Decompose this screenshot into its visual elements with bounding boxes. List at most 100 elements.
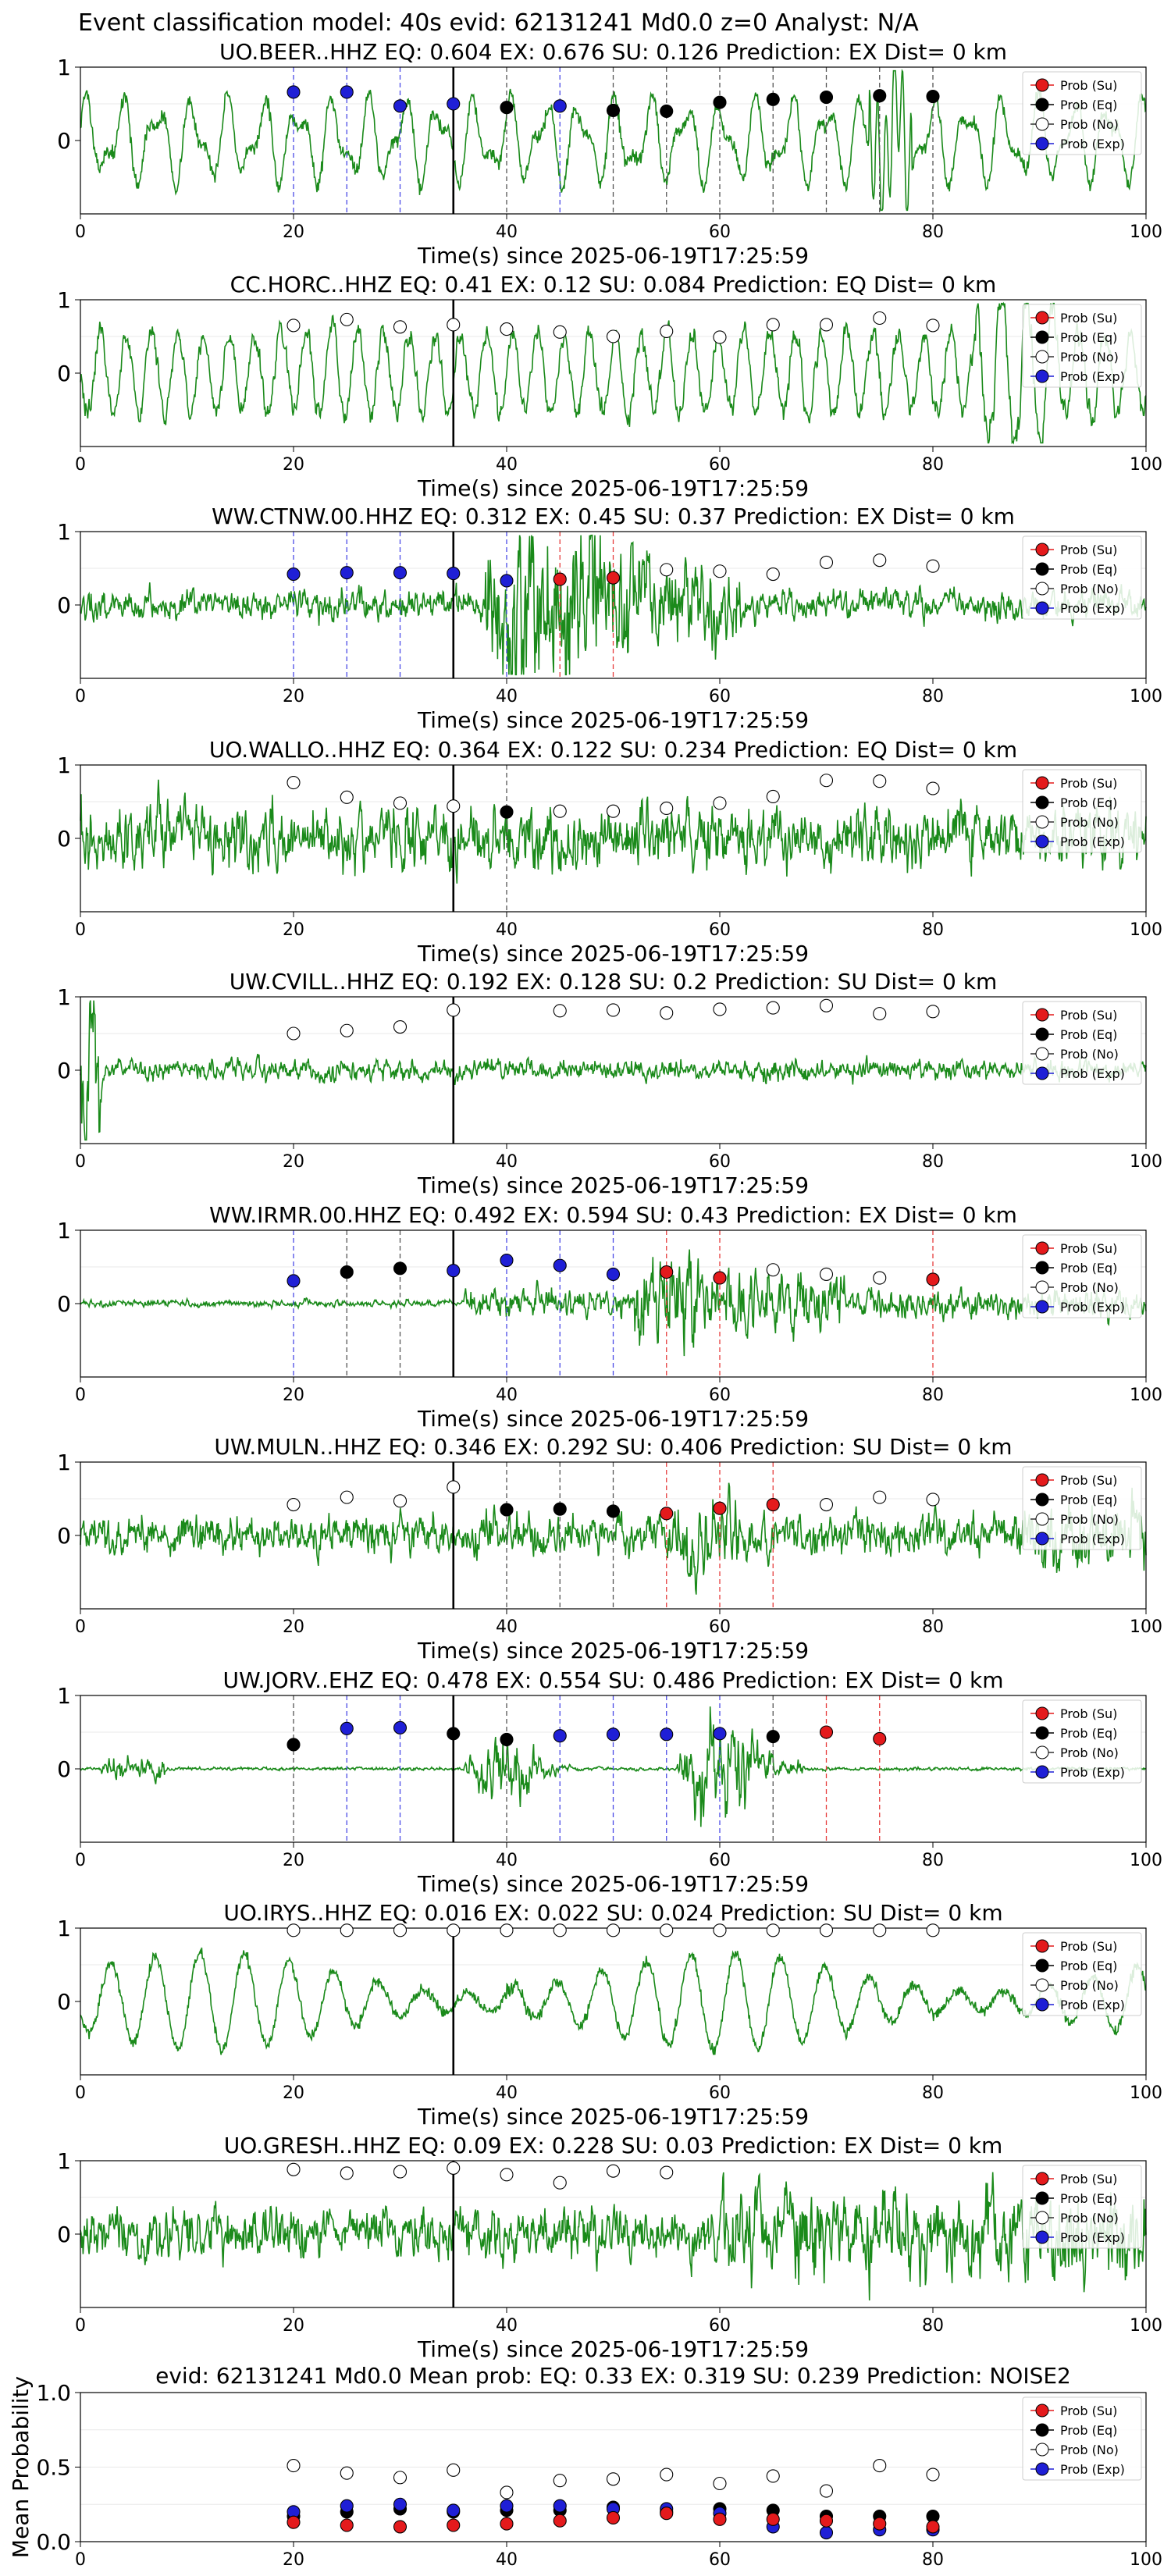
legend-marker-no: [1035, 1280, 1049, 1294]
x-axis-label: Time(s) since 2025-06-19T17:25:59: [417, 475, 809, 501]
prob-marker-no: [926, 1005, 940, 1019]
waveform-trace: [80, 2172, 1147, 2301]
prob-marker-exp: [553, 99, 567, 113]
prob-marker-no: [660, 801, 674, 816]
mean-marker-su: [606, 2510, 621, 2524]
x-tick-label: 0: [75, 2550, 86, 2570]
y-tick-label: 1.0: [36, 2380, 71, 2406]
legend-label-exp: Prob (Exp): [1060, 2230, 1125, 2245]
x-tick-label: 60: [709, 2316, 731, 2336]
legend-label-exp: Prob (Exp): [1060, 369, 1125, 384]
waveform-trace: [80, 1249, 1147, 1357]
x-tick-label: 80: [922, 222, 944, 242]
mean-marker-no: [553, 2474, 567, 2488]
figure-suptitle: Event classification model: 40s evid: 62…: [78, 9, 919, 37]
prob-marker-no: [340, 1923, 354, 1937]
x-axis-label: Time(s) since 2025-06-19T17:25:59: [417, 243, 809, 269]
x-tick-label: 80: [922, 1617, 944, 1637]
panel-title: WW.IRMR.00.HHZ EQ: 0.492 EX: 0.594 SU: 0…: [209, 1202, 1017, 1228]
x-tick-label: 20: [283, 1851, 304, 1870]
x-tick-label: 80: [922, 2550, 944, 2570]
x-tick-label: 40: [496, 2550, 518, 2570]
prob-marker-eq: [873, 89, 887, 103]
legend-label-su: Prob (Su): [1060, 78, 1117, 93]
prob-marker-eq: [500, 1732, 514, 1746]
prob-marker-eq: [500, 1503, 514, 1517]
legend-marker-su: [1035, 1706, 1049, 1720]
x-tick-label: 100: [1130, 920, 1162, 940]
legend-marker-no: [1035, 815, 1049, 829]
x-tick-label: 40: [496, 1152, 518, 1172]
x-tick-label: 40: [496, 2316, 518, 2336]
x-tick-label: 80: [922, 2083, 944, 2103]
prob-marker-no: [447, 318, 461, 332]
prob-marker-exp: [660, 1727, 674, 1742]
prob-marker-eq: [606, 103, 621, 118]
mean-marker-exp: [553, 2499, 567, 2513]
legend-box: [1022, 1932, 1142, 2016]
panel-uo-gresh-hhz: 0 20 40 60 80 100 1 0 UO.GRESH..HHZ EQ: 0.09 EX:…: [57, 2133, 1162, 2362]
x-tick-label: 20: [283, 1386, 304, 1405]
x-tick-label: 80: [922, 2316, 944, 2336]
x-tick-label: 60: [709, 920, 731, 940]
prob-marker-no: [766, 789, 780, 803]
prob-marker-exp: [500, 574, 514, 588]
mean-marker-no: [447, 2463, 461, 2477]
mean-marker-no: [340, 2466, 354, 2480]
legend-marker-exp: [1035, 2462, 1049, 2476]
legend-box: [1022, 1699, 1142, 1784]
legend-label-exp: Prob (Exp): [1060, 601, 1125, 616]
prob-marker-no: [393, 320, 408, 334]
legend-marker-eq: [1035, 1027, 1049, 1041]
x-tick-label: 0: [75, 2316, 86, 2336]
prob-marker-exp: [606, 1267, 621, 1281]
mean-marker-no: [873, 2459, 887, 2473]
prob-marker-su: [766, 1497, 780, 1512]
legend-marker-su: [1035, 776, 1049, 790]
mean-marker-su: [660, 2507, 674, 2521]
prob-marker-exp: [553, 1729, 567, 1743]
legend-box: [1022, 1234, 1142, 1318]
legend-marker-no: [1035, 1047, 1049, 1061]
waveform-trace: [80, 69, 1147, 212]
legend-marker-exp: [1035, 1998, 1049, 2012]
prob-marker-su: [713, 1501, 727, 1515]
y-tick-label: 0: [57, 826, 71, 852]
panel-ww-ctnw-00-hhz: 0 20 40 60 80 100 1 0 WW.CTNW.00.HHZ EQ: 0.312 E…: [57, 503, 1162, 733]
prob-marker-no: [447, 2161, 461, 2175]
prob-marker-no: [766, 1923, 780, 1937]
x-tick-label: 40: [496, 455, 518, 475]
legend-box: [1022, 1001, 1142, 1085]
x-tick-label: 20: [283, 2083, 304, 2103]
legend-marker-eq: [1035, 1959, 1049, 1973]
panel-title: UW.JORV..EHZ EQ: 0.478 EX: 0.554 SU: 0.4…: [223, 1667, 1004, 1693]
legend-marker-exp: [1035, 2230, 1049, 2244]
y-tick-label: 0: [57, 1989, 71, 2015]
legend-label-eq: Prob (Eq): [1060, 795, 1117, 810]
legend-label-su: Prob (Su): [1060, 1706, 1117, 1721]
prob-marker-su: [713, 1271, 727, 1285]
prob-marker-exp: [606, 1727, 621, 1742]
prob-marker-su: [926, 1272, 940, 1286]
prob-marker-su: [606, 571, 621, 585]
prob-marker-su: [819, 1725, 834, 1739]
x-tick-label: 100: [1130, 1386, 1162, 1405]
x-tick-label: 0: [75, 455, 86, 475]
legend-label-su: Prob (Su): [1060, 1241, 1117, 1256]
mean-marker-exp: [340, 2499, 354, 2513]
legend-marker-eq: [1035, 795, 1049, 809]
prob-marker-no: [553, 804, 567, 818]
prob-marker-no: [287, 1497, 301, 1512]
x-tick-label: 100: [1130, 687, 1162, 706]
x-axis-label: Time(s) since 2025-06-19T17:25:59: [417, 1172, 809, 1198]
prob-marker-no: [660, 324, 674, 338]
waveform-trace: [80, 301, 1147, 445]
prob-marker-eq: [766, 1730, 780, 1744]
prob-marker-no: [393, 2165, 408, 2179]
legend-marker-exp: [1035, 601, 1049, 615]
x-tick-label: 60: [709, 1386, 731, 1405]
legend-marker-su: [1035, 78, 1049, 92]
prob-marker-no: [766, 567, 780, 582]
prob-marker-exp: [287, 1274, 301, 1288]
x-tick-label: 80: [922, 455, 944, 475]
